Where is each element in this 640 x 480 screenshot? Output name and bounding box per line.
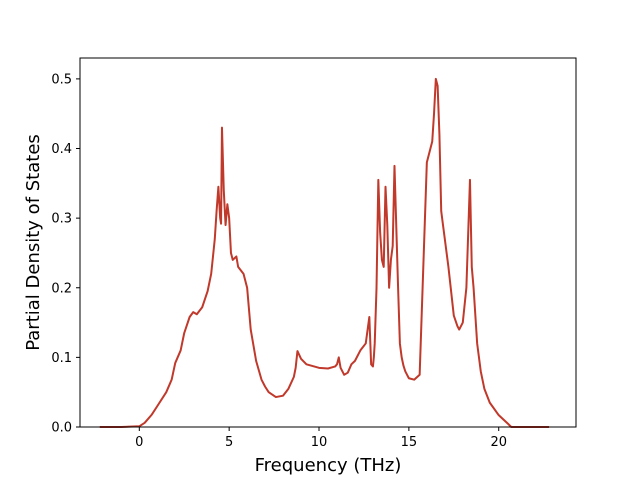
x-tick-label: 15 — [401, 435, 418, 450]
y-tick-label: 0.2 — [51, 281, 72, 296]
series-line-layer — [99, 77, 550, 428]
x-tick-label: 20 — [490, 435, 507, 450]
y-tick-label: 0.5 — [51, 72, 72, 87]
x-tick-label: 0 — [135, 435, 143, 450]
y-ticks: 0.0 0.1 0.2 0.3 0.4 0.5 — [51, 72, 80, 436]
axes-frame — [79, 57, 577, 428]
y-tick-label: 0.0 — [51, 421, 72, 436]
x-axis-label: Frequency (THz) — [255, 455, 402, 476]
pdos-series-line — [99, 77, 550, 428]
y-tick-label: 0.1 — [51, 351, 72, 366]
y-tick-label: 0.4 — [51, 142, 72, 157]
y-tick-label: 0.3 — [51, 212, 72, 227]
x-tick-label: 5 — [225, 435, 233, 450]
x-tick-label: 10 — [311, 435, 328, 450]
x-ticks: 0 5 10 15 20 — [135, 427, 507, 450]
y-axis-label: Partial Density of States — [23, 134, 44, 351]
